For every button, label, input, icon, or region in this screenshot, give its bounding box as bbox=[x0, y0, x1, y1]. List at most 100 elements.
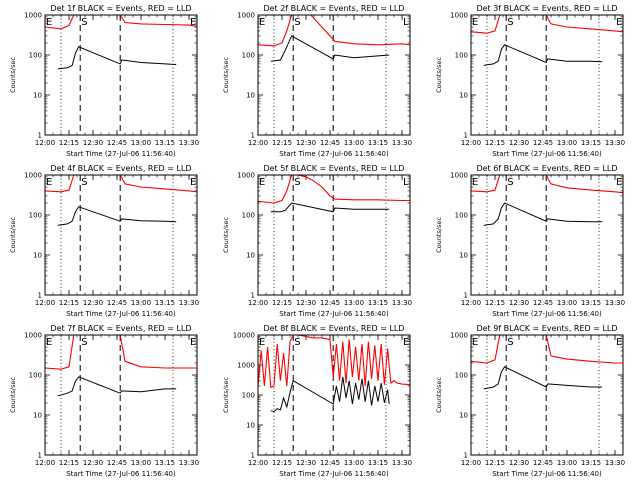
x-tick-label: 12:15 bbox=[59, 459, 79, 467]
y-axis-label: Counts/sec bbox=[9, 377, 17, 413]
events-series-line bbox=[270, 376, 390, 413]
lld-series-line bbox=[45, 335, 197, 370]
plot-frame bbox=[257, 334, 411, 456]
events-series-line bbox=[57, 46, 177, 70]
y-axis-label: Counts/sec bbox=[435, 57, 443, 93]
y-tick-label: 100 bbox=[455, 372, 468, 380]
mode-marker-label: E bbox=[403, 337, 409, 348]
x-tick-label: 12:15 bbox=[485, 459, 505, 467]
y-tick-label: 1 bbox=[251, 452, 255, 460]
y-tick-label: 10 bbox=[33, 92, 42, 100]
y-tick-label: 1000 bbox=[237, 12, 255, 20]
x-tick-label: 12:45 bbox=[107, 139, 127, 147]
y-axis-label: Counts/sec bbox=[222, 377, 230, 413]
panel-title: Det 3f BLACK = Events, RED = LLD bbox=[476, 4, 617, 13]
lld-series-line bbox=[471, 15, 623, 34]
x-tick-label: 12:00 bbox=[35, 459, 55, 467]
x-tick-label: 12:00 bbox=[248, 299, 268, 307]
x-tick-label: 13:15 bbox=[368, 139, 388, 147]
panel-title: Det 6f BLACK = Events, RED = LLD bbox=[476, 164, 617, 173]
x-tick-label: 12:45 bbox=[533, 459, 553, 467]
x-axis-label: Start Time (27-Jul-06 11:56:40) bbox=[492, 310, 602, 318]
plot-frame bbox=[44, 334, 198, 456]
mode-marker-label: L bbox=[403, 177, 409, 188]
x-tick-label: 12:00 bbox=[461, 139, 481, 147]
x-tick-label: 13:00 bbox=[344, 459, 364, 467]
x-axis-label: Start Time (27-Jul-06 11:56:40) bbox=[66, 310, 176, 318]
plot-frame bbox=[470, 174, 624, 296]
x-tick-label: 13:00 bbox=[557, 139, 577, 147]
y-tick-label: 10 bbox=[33, 252, 42, 260]
x-tick-label: 12:30 bbox=[296, 459, 316, 467]
lld-series-line bbox=[471, 175, 623, 194]
mode-marker-label: S bbox=[294, 337, 300, 348]
x-tick-label: 12:45 bbox=[107, 459, 127, 467]
panel-1: Det 1f BLACK = Events, RED = LLD Counts/s… bbox=[9, 4, 199, 158]
x-tick-label: 13:00 bbox=[131, 459, 151, 467]
x-tick-label: 13:15 bbox=[368, 459, 388, 467]
mode-marker-label: E bbox=[472, 177, 478, 188]
x-tick-label: 12:00 bbox=[461, 299, 481, 307]
x-tick-label: 12:45 bbox=[107, 299, 127, 307]
x-tick-label: 12:45 bbox=[320, 139, 340, 147]
events-series-line bbox=[57, 376, 177, 397]
events-series-line bbox=[483, 44, 603, 66]
events-series-line bbox=[270, 35, 390, 62]
panel-title: Det 5f BLACK = Events, RED = LLD bbox=[263, 164, 404, 173]
x-tick-label: 12:00 bbox=[248, 139, 268, 147]
x-axis-label: Start Time (27-Jul-06 11:56:40) bbox=[279, 470, 389, 478]
mode-marker-label: S bbox=[294, 17, 300, 28]
mode-marker-label: E bbox=[472, 17, 478, 28]
panel-3: Det 3f BLACK = Events, RED = LLD Counts/s… bbox=[435, 4, 625, 158]
x-tick-label: 13:30 bbox=[605, 459, 625, 467]
y-tick-label: 10 bbox=[246, 92, 255, 100]
panel-title: Det 7f BLACK = Events, RED = LLD bbox=[50, 324, 191, 333]
mode-marker-label: E bbox=[46, 337, 52, 348]
y-tick-label: 100 bbox=[29, 372, 42, 380]
mode-marker-label: E bbox=[259, 177, 265, 188]
mode-marker-label: S bbox=[507, 17, 513, 28]
y-tick-label: 10 bbox=[246, 252, 255, 260]
x-tick-label: 12:15 bbox=[272, 139, 292, 147]
mode-marker-label: E bbox=[616, 337, 622, 348]
mode-marker-label: E bbox=[259, 337, 265, 348]
y-tick-label: 100 bbox=[242, 212, 255, 220]
y-tick-label: 1 bbox=[38, 452, 42, 460]
panel-title: Det 1f BLACK = Events, RED = LLD bbox=[50, 4, 191, 13]
mode-marker-label: S bbox=[507, 177, 513, 188]
y-tick-label: 1000 bbox=[24, 332, 42, 340]
x-tick-label: 13:15 bbox=[155, 459, 175, 467]
y-tick-label: 1 bbox=[251, 132, 255, 140]
y-tick-label: 10 bbox=[459, 92, 468, 100]
panel-8: Det 8f BLACK = Events, RED = LLD Counts/s… bbox=[222, 324, 412, 478]
x-tick-label: 12:30 bbox=[509, 299, 529, 307]
plot-frame bbox=[257, 174, 411, 296]
y-tick-label: 1000 bbox=[237, 362, 255, 370]
y-tick-label: 100 bbox=[455, 212, 468, 220]
x-tick-label: 13:00 bbox=[131, 299, 151, 307]
panel-title: Det 4f BLACK = Events, RED = LLD bbox=[50, 164, 191, 173]
mode-marker-label: S bbox=[81, 337, 87, 348]
panel-title: Det 9f BLACK = Events, RED = LLD bbox=[476, 324, 617, 333]
x-tick-label: 13:00 bbox=[344, 299, 364, 307]
plot-frame bbox=[44, 174, 198, 296]
y-tick-label: 1000 bbox=[24, 172, 42, 180]
x-tick-label: 12:30 bbox=[509, 139, 529, 147]
x-tick-label: 12:00 bbox=[248, 459, 268, 467]
mode-marker-label: E bbox=[472, 337, 478, 348]
x-tick-label: 13:15 bbox=[368, 299, 388, 307]
panel-title: Det 8f BLACK = Events, RED = LLD bbox=[263, 324, 404, 333]
x-tick-label: 12:15 bbox=[272, 459, 292, 467]
x-tick-label: 12:30 bbox=[83, 139, 103, 147]
y-tick-label: 1000 bbox=[450, 12, 468, 20]
x-tick-label: 12:15 bbox=[59, 299, 79, 307]
y-axis-label: Counts/sec bbox=[435, 217, 443, 253]
x-tick-label: 13:30 bbox=[392, 459, 412, 467]
x-tick-label: 12:00 bbox=[35, 139, 55, 147]
panel-title: Det 2f BLACK = Events, RED = LLD bbox=[263, 4, 404, 13]
x-tick-label: 13:30 bbox=[392, 139, 412, 147]
events-series-line bbox=[483, 366, 603, 390]
y-axis-label: Counts/sec bbox=[9, 217, 17, 253]
x-tick-label: 12:15 bbox=[485, 299, 505, 307]
panel-9: Det 9f BLACK = Events, RED = LLD Counts/s… bbox=[435, 324, 625, 478]
